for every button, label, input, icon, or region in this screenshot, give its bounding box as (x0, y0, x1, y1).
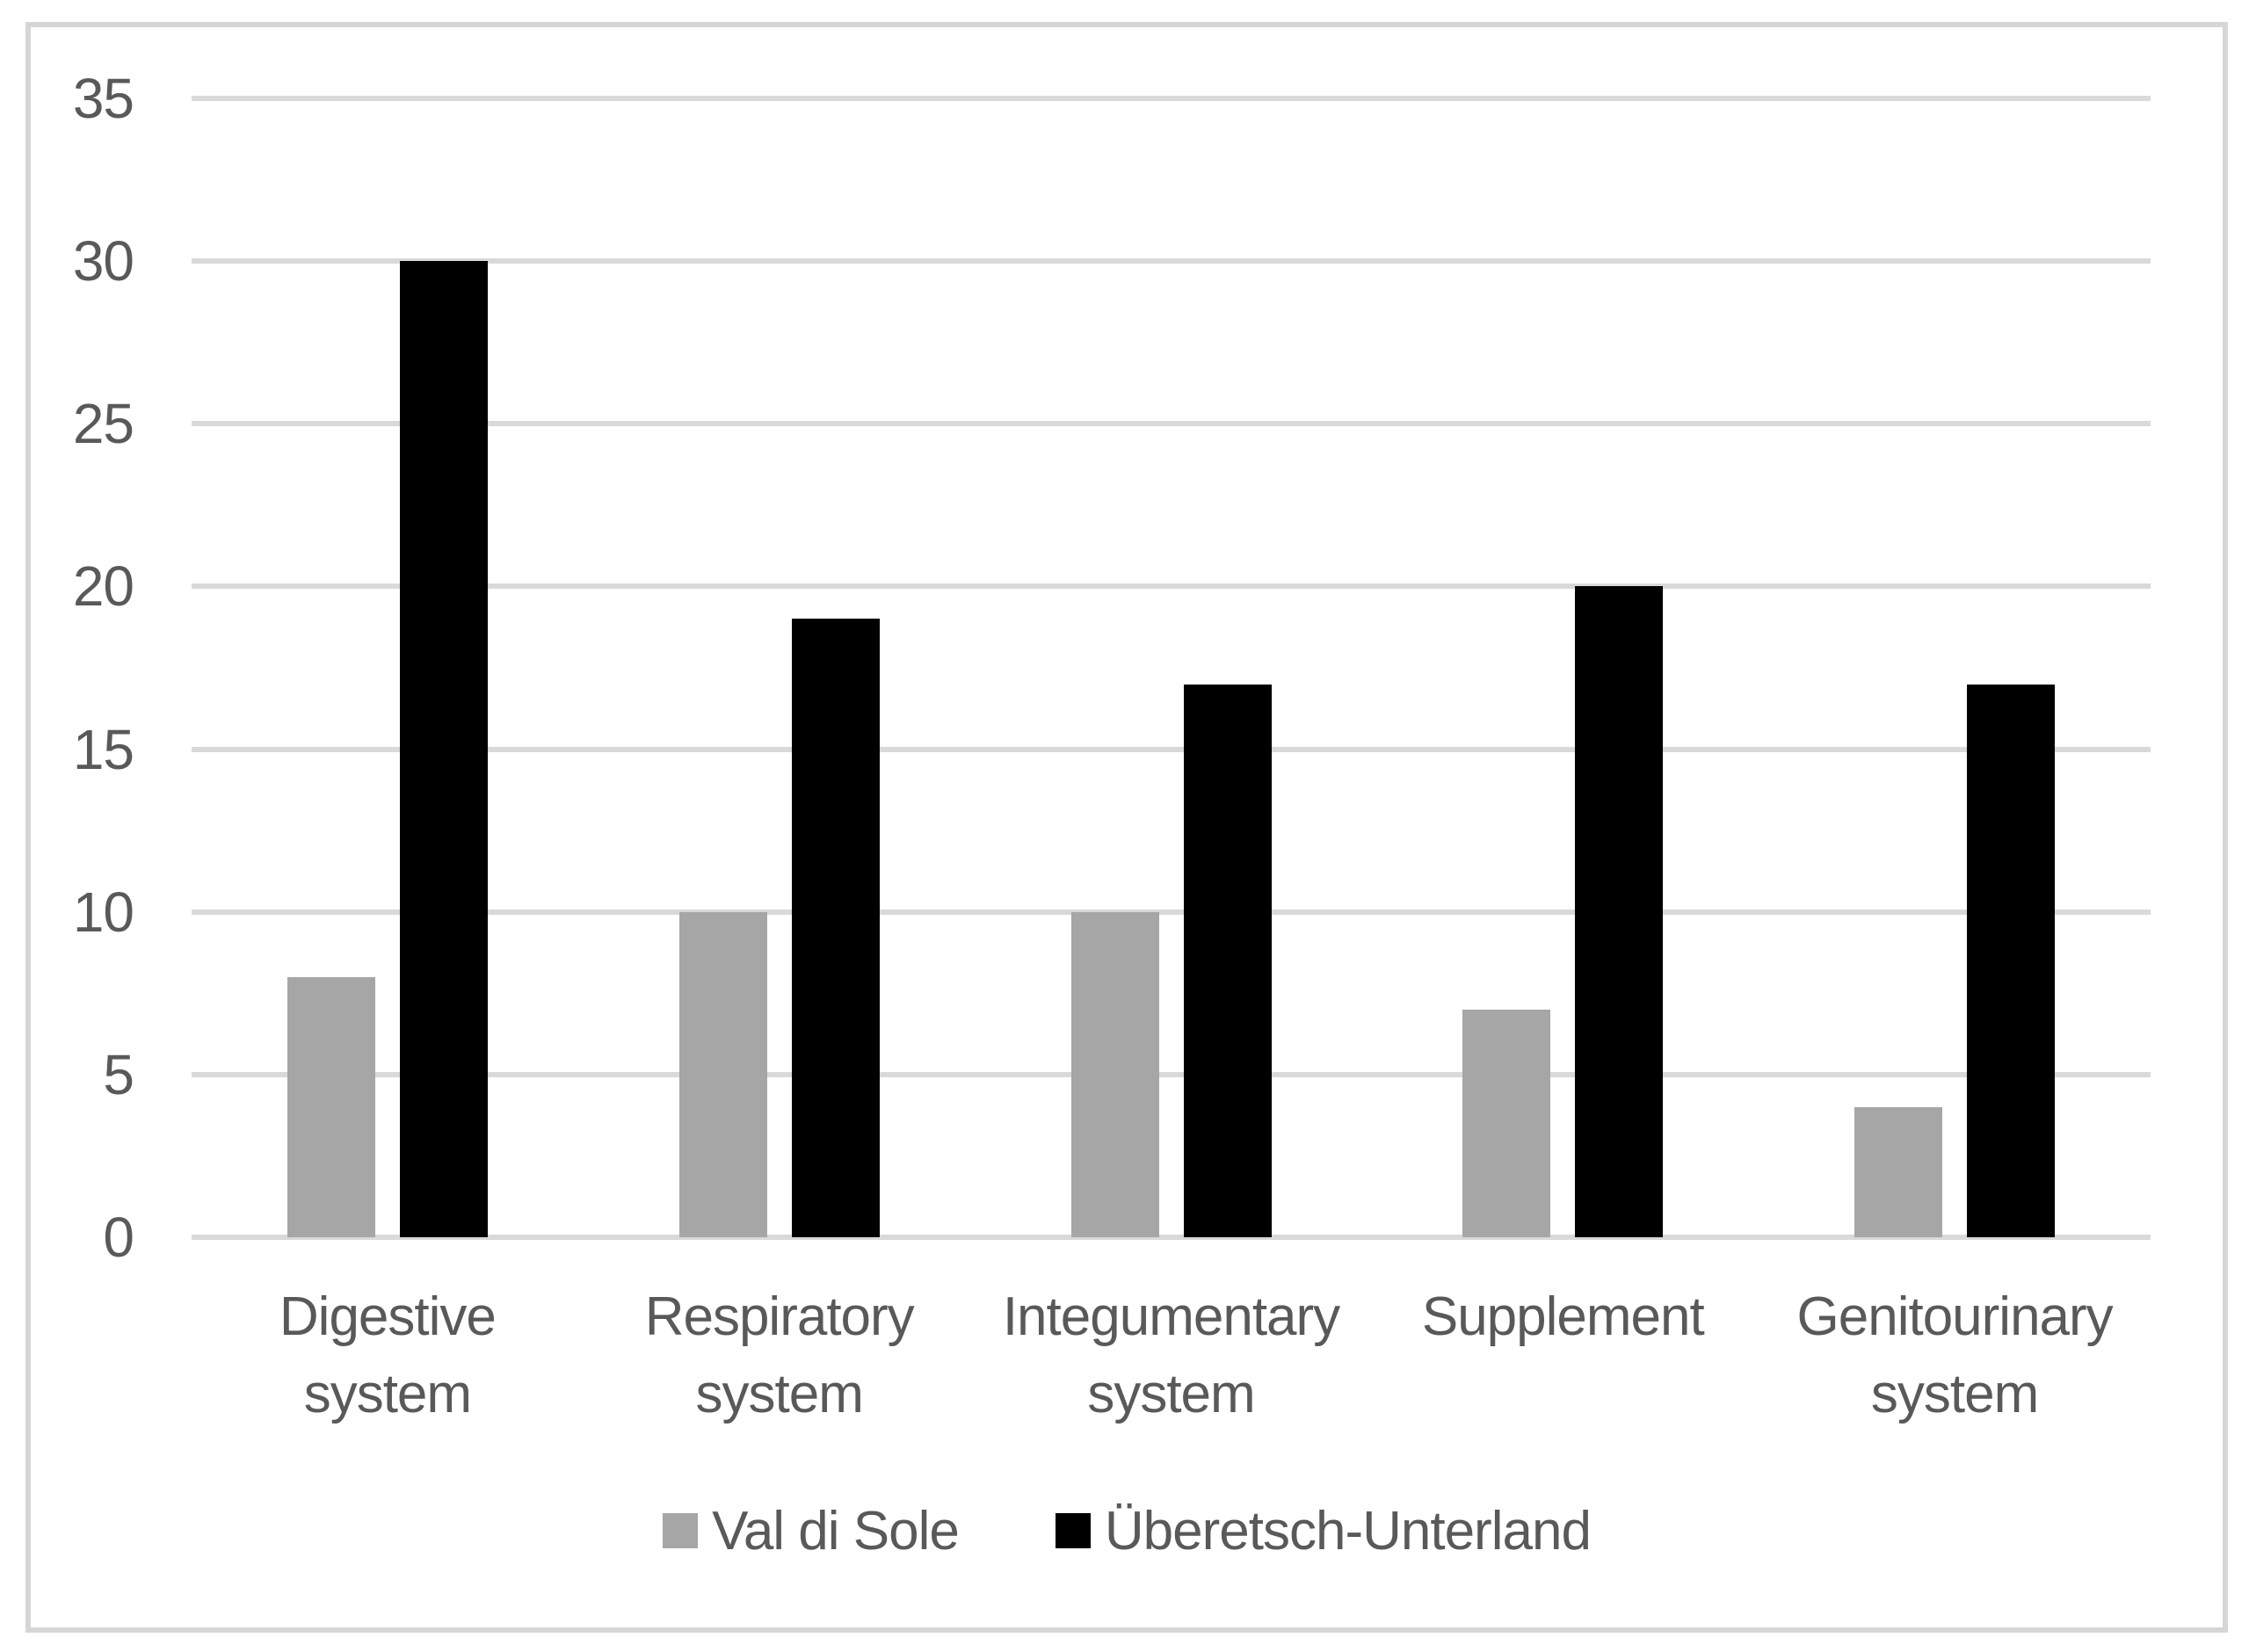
gridline-y-15 (192, 746, 2151, 752)
legend-swatch-icon (663, 1513, 699, 1548)
legend-label: Überetsch-Unterland (1104, 1500, 1592, 1561)
gridline-y-0 (192, 1235, 2151, 1240)
category-label-integumentary-system: Integumentary system (1002, 1286, 1340, 1424)
bar-val-di-sole-4 (1462, 1009, 1551, 1237)
bar--beretsch-unterland-1 (399, 261, 488, 1237)
gridline-y-30 (192, 258, 2151, 264)
bar-val-di-sole-2 (678, 911, 767, 1237)
legend: Val di Sole Überetsch-Unterland (25, 1496, 2228, 1566)
bar--beretsch-unterland-4 (1575, 586, 1664, 1237)
bar--beretsch-unterland-3 (1183, 684, 1272, 1237)
y-tick-label-5: 5 (103, 1042, 134, 1106)
bar--beretsch-unterland-2 (791, 619, 880, 1237)
legend-item-val-di-sole: Val di Sole (663, 1500, 960, 1562)
legend-label: Val di Sole (712, 1500, 960, 1561)
category-label-digestive-system: Digestive system (279, 1286, 497, 1424)
y-tick-label-15: 15 (72, 717, 134, 781)
bar-val-di-sole-3 (1070, 911, 1159, 1237)
gridline-y-35 (192, 96, 2151, 101)
bar-val-di-sole-5 (1854, 1106, 1943, 1237)
gridline-y-10 (192, 909, 2151, 915)
bar-val-di-sole-1 (287, 976, 375, 1237)
legend-swatch-icon (1055, 1513, 1091, 1548)
y-tick-label-10: 10 (72, 880, 134, 944)
y-tick-label-35: 35 (72, 67, 134, 130)
gridline-y-5 (192, 1071, 2151, 1077)
gridline-y-20 (192, 583, 2151, 590)
category-label-genitourinary-system: Genitourinary system (1796, 1286, 2114, 1424)
bar--beretsch-unterland-5 (1967, 684, 2056, 1237)
plot-area (192, 96, 2151, 1240)
category-label-supplement: Supplement (1421, 1286, 1705, 1347)
gridline-y-25 (192, 421, 2151, 427)
chart-border-frame (25, 22, 2228, 1633)
category-label-respiratory-system: Respiratory system (644, 1286, 915, 1424)
legend-item--beretsch-unterland: Überetsch-Unterland (1055, 1500, 1592, 1562)
y-tick-label-0: 0 (103, 1206, 134, 1269)
y-tick-label-20: 20 (72, 554, 134, 619)
y-tick-label-30: 30 (72, 229, 134, 293)
y-tick-label-25: 25 (72, 392, 134, 456)
